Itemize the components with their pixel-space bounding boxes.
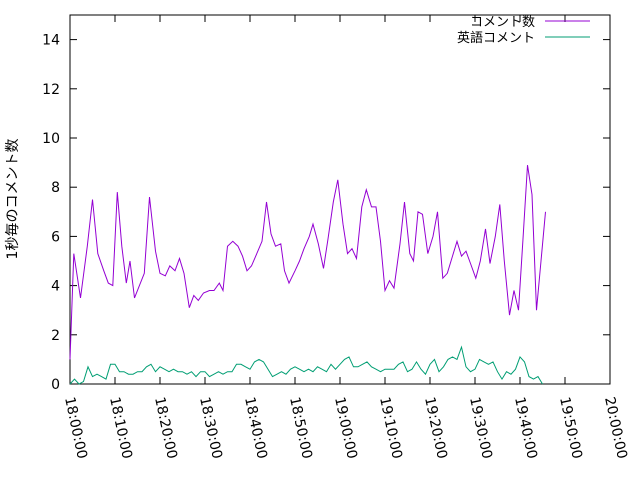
- x-tick-label: 18:00:00: [61, 396, 90, 461]
- x-tick-label: 18:50:00: [286, 396, 315, 461]
- x-tick-label: 20:00:00: [601, 396, 630, 461]
- y-axis: 0 2 4 6 8 10 12 14: [42, 33, 610, 393]
- series-line-2: [69, 345, 543, 385]
- y-tick-label: 12: [42, 82, 60, 98]
- series-lines: [69, 165, 546, 385]
- y-tick-label: 2: [51, 328, 60, 344]
- x-tick-label: 18:30:00: [196, 396, 225, 461]
- y-axis-label: 1秒毎のコメント数: [5, 139, 21, 260]
- x-tick-label: 19:10:00: [376, 396, 405, 461]
- series-line-1: [69, 165, 546, 360]
- x-tick-label: 19:40:00: [511, 396, 540, 461]
- x-tick-label: 19:20:00: [421, 396, 450, 461]
- x-tick-label: 18:40:00: [241, 396, 270, 461]
- x-tick-label: 18:20:00: [151, 396, 180, 461]
- y-tick-label: 8: [51, 180, 60, 196]
- x-tick-label: 19:50:00: [556, 396, 585, 461]
- legend-label: 英語コメント: [457, 30, 535, 46]
- x-tick-label: 19:30:00: [466, 396, 495, 461]
- y-tick-label: 10: [42, 131, 60, 147]
- y-tick-label: 4: [51, 279, 60, 295]
- x-tick-label: 19:00:00: [331, 396, 360, 461]
- y-tick-label: 0: [51, 377, 60, 393]
- y-tick-label: 6: [51, 229, 60, 245]
- x-tick-label: 18:10:00: [106, 396, 135, 461]
- y-tick-label: 14: [42, 33, 60, 49]
- legend-label: コメント数: [470, 15, 535, 30]
